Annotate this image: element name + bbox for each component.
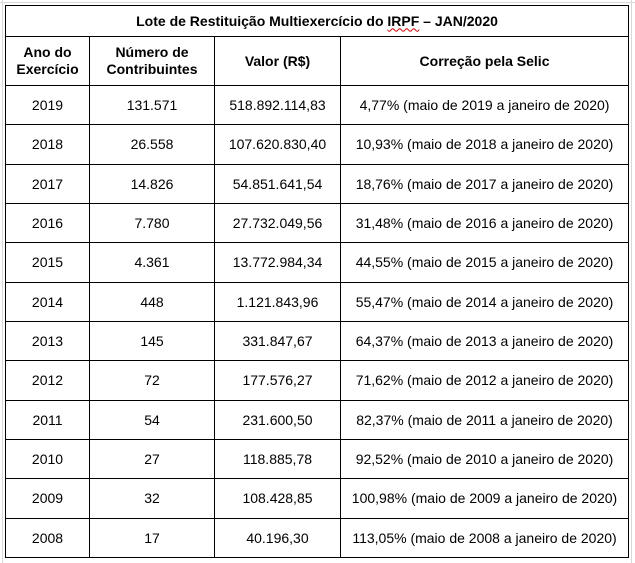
sheet-gridline	[631, 0, 632, 563]
cell-correcao[interactable]: 113,05% (maio de 2008 a janeiro de 2020)	[339, 517, 630, 559]
cell-valor[interactable]: 108.428,85	[214, 478, 341, 519]
cell-contribuintes[interactable]: 26.558	[89, 124, 215, 165]
table-title[interactable]: Lote de Restituição Multiexercício do IR…	[4, 5, 630, 37]
cell-ano[interactable]: 2013	[5, 320, 90, 362]
cell-contribuintes[interactable]: 17	[89, 517, 215, 559]
cell-contribuintes[interactable]: 448	[89, 281, 215, 322]
header-numero-contribuintes[interactable]: Número de Contribuintes	[89, 36, 215, 86]
cell-ano[interactable]: 2011	[5, 399, 90, 440]
cell-ano[interactable]: 2012	[5, 360, 90, 401]
cell-correcao[interactable]: 31,48% (maio de 2016 a janeiro de 2020)	[339, 202, 630, 244]
table-row: 2011 54 231.600,50 82,37% (maio de 2011 a j…	[5, 399, 630, 440]
table-row: 2018 26.558 107.620.830,40 10,93% (maio de …	[5, 124, 630, 165]
cell-ano[interactable]: 2018	[5, 124, 90, 165]
cell-valor[interactable]: 1.121.843,96	[214, 281, 341, 322]
cell-contribuintes[interactable]: 131.571	[89, 84, 215, 126]
cell-correcao[interactable]: 71,62% (maio de 2012 a janeiro de 2020)	[339, 360, 630, 401]
cell-valor[interactable]: 231.600,50	[214, 399, 341, 440]
cell-correcao[interactable]: 55,47% (maio de 2014 a janeiro de 2020)	[339, 281, 630, 322]
table-title-suffix: – JAN/2020	[419, 12, 498, 29]
table-row: 2019 131.571 518.892.114,83 4,77% (maio de …	[5, 84, 630, 126]
cell-correcao[interactable]: 10,93% (maio de 2018 a janeiro de 2020)	[339, 124, 630, 165]
table-title-prefix: Lote de Restituição Multiexercício do	[136, 12, 388, 29]
cell-ano[interactable]: 2008	[5, 517, 90, 559]
cell-correcao[interactable]: 44,55% (maio de 2015 a janeiro de 2020)	[339, 242, 630, 283]
header-numero-line1: Número de	[115, 44, 189, 60]
cell-valor[interactable]: 40.196,30	[214, 517, 341, 559]
table-title-irpf: IRPF	[387, 12, 420, 29]
cell-correcao[interactable]: 64,37% (maio de 2013 a janeiro de 2020)	[339, 320, 630, 362]
cell-correcao[interactable]: 18,76% (maio de 2017 a janeiro de 2020)	[339, 163, 630, 204]
cell-ano[interactable]: 2014	[5, 281, 90, 322]
table-row: 2015 4.361 13.772.984,34 44,55% (maio de 20…	[5, 242, 630, 283]
table-row: 2013 145 331.847,67 64,37% (maio de 2013 a …	[5, 320, 630, 362]
header-numero-line2: Contribuintes	[106, 61, 198, 77]
table-row: 2010 27 118.885,78 92,52% (maio de 2010 a j…	[5, 438, 630, 480]
cell-correcao[interactable]: 92,52% (maio de 2010 a janeiro de 2020)	[339, 438, 630, 480]
cell-contribuintes[interactable]: 27	[89, 438, 215, 480]
header-valor[interactable]: Valor (R$)	[214, 36, 341, 86]
cell-valor[interactable]: 118.885,78	[214, 438, 341, 480]
cell-ano[interactable]: 2015	[5, 242, 90, 283]
cell-correcao[interactable]: 100,98% (maio de 2009 a janeiro de 2020)	[339, 478, 630, 519]
cell-contribuintes[interactable]: 4.361	[89, 242, 215, 283]
cell-valor[interactable]: 13.772.984,34	[214, 242, 341, 283]
cell-valor[interactable]: 331.847,67	[214, 320, 341, 362]
cell-contribuintes[interactable]: 7.780	[89, 202, 215, 244]
table-row: 2012 72 177.576,27 71,62% (maio de 2012 a j…	[5, 360, 630, 401]
header-ano-line1: Ano do	[23, 44, 72, 60]
table-row: 2009 32 108.428,85 100,98% (maio de 2009 a …	[5, 478, 630, 519]
cell-valor[interactable]: 518.892.114,83	[214, 84, 341, 126]
cell-contribuintes[interactable]: 145	[89, 320, 215, 362]
sheet-gridline	[0, 2, 635, 3]
header-ano-exercicio[interactable]: Ano do Exercício	[5, 36, 90, 86]
cell-correcao[interactable]: 82,37% (maio de 2011 a janeiro de 2020)	[339, 399, 630, 440]
cell-contribuintes[interactable]: 54	[89, 399, 215, 440]
cell-ano[interactable]: 2009	[5, 478, 90, 519]
cell-valor[interactable]: 107.620.830,40	[214, 124, 341, 165]
cell-ano[interactable]: 2019	[5, 84, 90, 126]
cell-contribuintes[interactable]: 32	[89, 478, 215, 519]
table-row: 2008 17 40.196,30 113,05% (maio de 2008 a j…	[5, 517, 630, 559]
cell-contribuintes[interactable]: 14.826	[89, 163, 215, 204]
cell-ano[interactable]: 2016	[5, 202, 90, 244]
sheet-gridline	[2, 0, 3, 563]
table-row: 2016 7.780 27.732.049,56 31,48% (maio de 20…	[5, 202, 630, 244]
table-row: 2014 448 1.121.843,96 55,47% (maio de 2014 …	[5, 281, 630, 322]
restitution-table: Lote de Restituição Multiexercício do IR…	[4, 5, 630, 559]
cell-correcao[interactable]: 4,77% (maio de 2019 a janeiro de 2020)	[339, 84, 630, 126]
cell-ano[interactable]: 2010	[5, 438, 90, 480]
header-correcao-selic[interactable]: Correção pela Selic	[339, 36, 630, 86]
cell-valor[interactable]: 54.851.641,54	[214, 163, 341, 204]
cell-ano[interactable]: 2017	[5, 163, 90, 204]
table-body: 2019 131.571 518.892.114,83 4,77% (maio de …	[5, 84, 630, 559]
cell-valor[interactable]: 177.576,27	[214, 360, 341, 401]
cell-valor[interactable]: 27.732.049,56	[214, 202, 341, 244]
cell-contribuintes[interactable]: 72	[89, 360, 215, 401]
header-ano-line2: Exercício	[16, 61, 79, 77]
table-row: 2017 14.826 54.851.641,54 18,76% (maio de 2…	[5, 163, 630, 204]
